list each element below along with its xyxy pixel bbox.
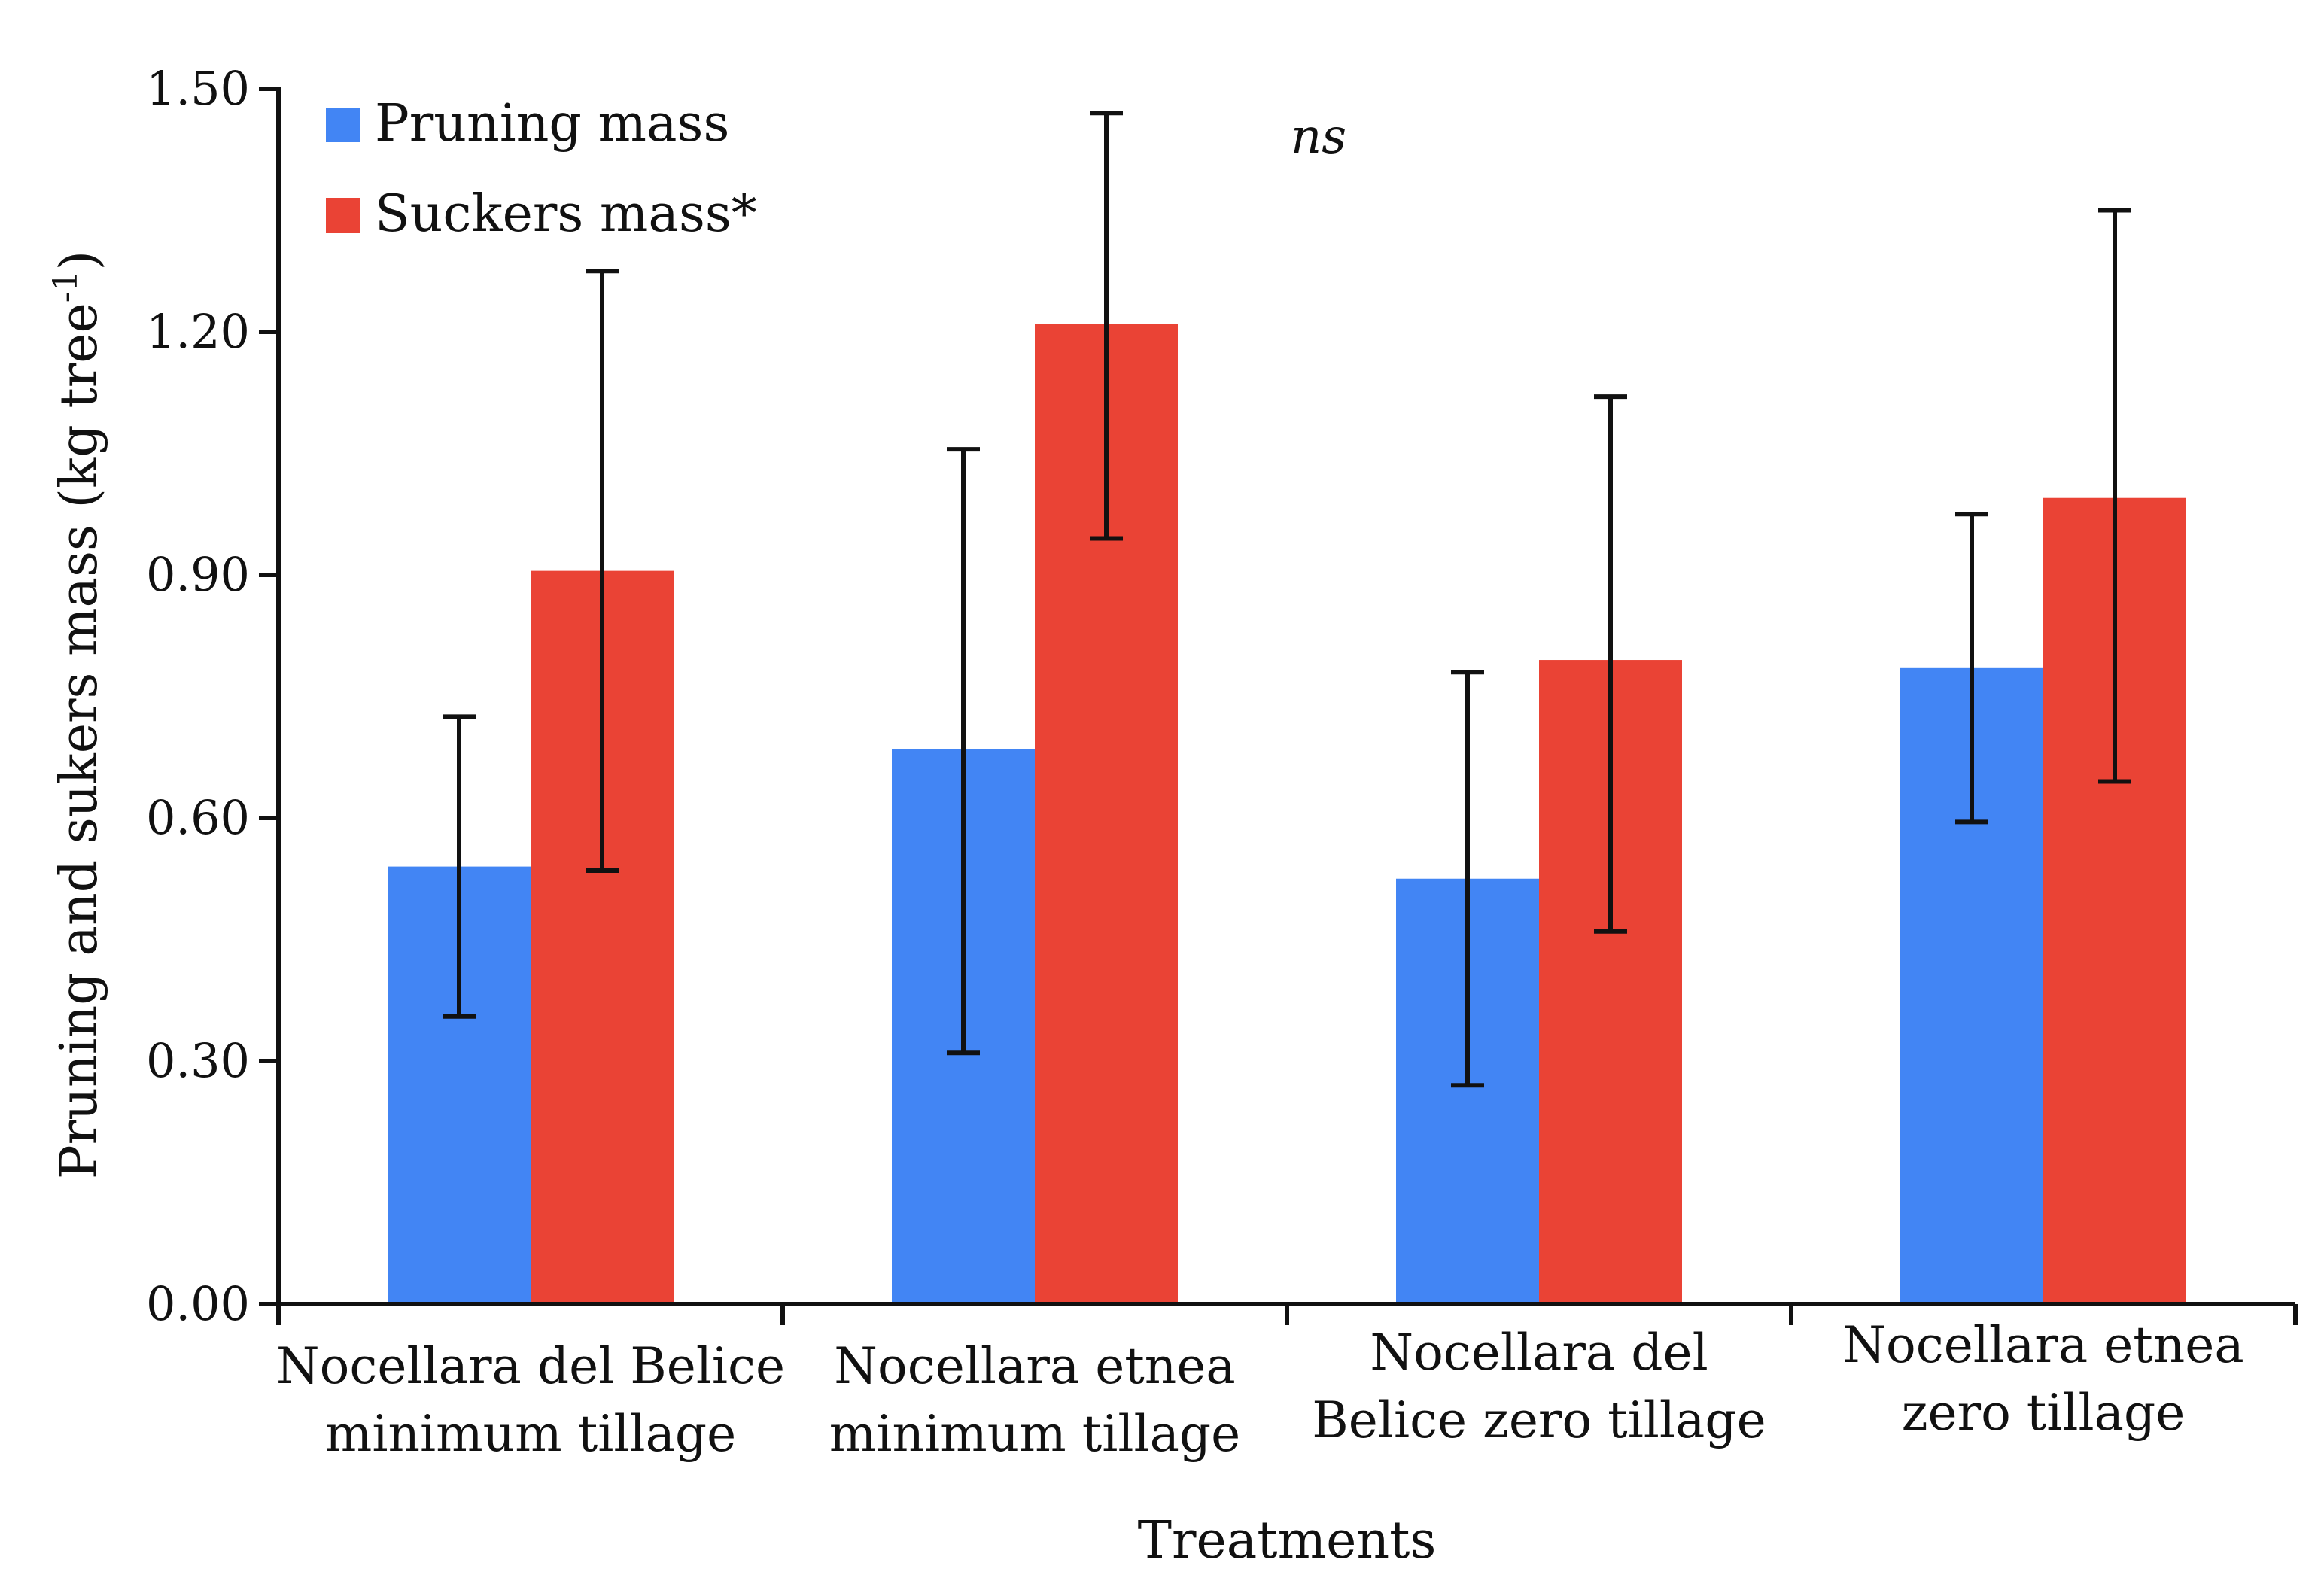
y-tick-label: 0.90 bbox=[146, 547, 250, 602]
category-label: Nocellara del bbox=[1370, 1324, 1708, 1382]
category-label: zero tillage bbox=[1902, 1384, 2186, 1442]
category-label: Belice zero tillage bbox=[1312, 1391, 1766, 1449]
y-tick-label: 0.00 bbox=[146, 1276, 250, 1331]
category-label: minimum tillage bbox=[325, 1405, 736, 1463]
y-tick-label: 0.30 bbox=[146, 1033, 250, 1088]
y-axis-title-close: ) bbox=[50, 251, 109, 271]
y-axis-title: Pruning and sukers mass (kg tree-1) bbox=[47, 251, 109, 1179]
legend-swatch-pruning bbox=[326, 108, 360, 142]
y-tick-label: 1.20 bbox=[146, 304, 250, 359]
significance-annotation: ns bbox=[1291, 109, 1346, 165]
legend-label-pruning: Pruning mass bbox=[375, 94, 729, 154]
y-tick-label: 1.50 bbox=[146, 61, 250, 116]
legend: Pruning mass Suckers mass* bbox=[326, 94, 757, 244]
y-axis-title-main: Pruning and sukers mass (kg tree bbox=[50, 303, 109, 1179]
labels-group: 0.00 0.30 0.60 0.90 1.20 1.50 Nocellara del Be… bbox=[47, 61, 2244, 1570]
y-tick-label: 0.60 bbox=[146, 790, 250, 845]
legend-label-suckers: Suckers mass* bbox=[375, 184, 757, 244]
error-bars-group bbox=[443, 111, 2131, 1088]
bars-group bbox=[388, 324, 2186, 1304]
legend-swatch-suckers bbox=[326, 198, 360, 233]
category-label: Nocellara etnea bbox=[834, 1337, 1235, 1395]
x-axis-title: Treatments bbox=[1138, 1511, 1437, 1570]
axes-group bbox=[259, 87, 2298, 1325]
category-label: minimum tillage bbox=[829, 1405, 1240, 1463]
category-label: Nocellara del Belice bbox=[276, 1337, 785, 1395]
y-axis-title-superscript: -1 bbox=[47, 270, 85, 303]
category-label: Nocellara etnea bbox=[1842, 1316, 2243, 1374]
